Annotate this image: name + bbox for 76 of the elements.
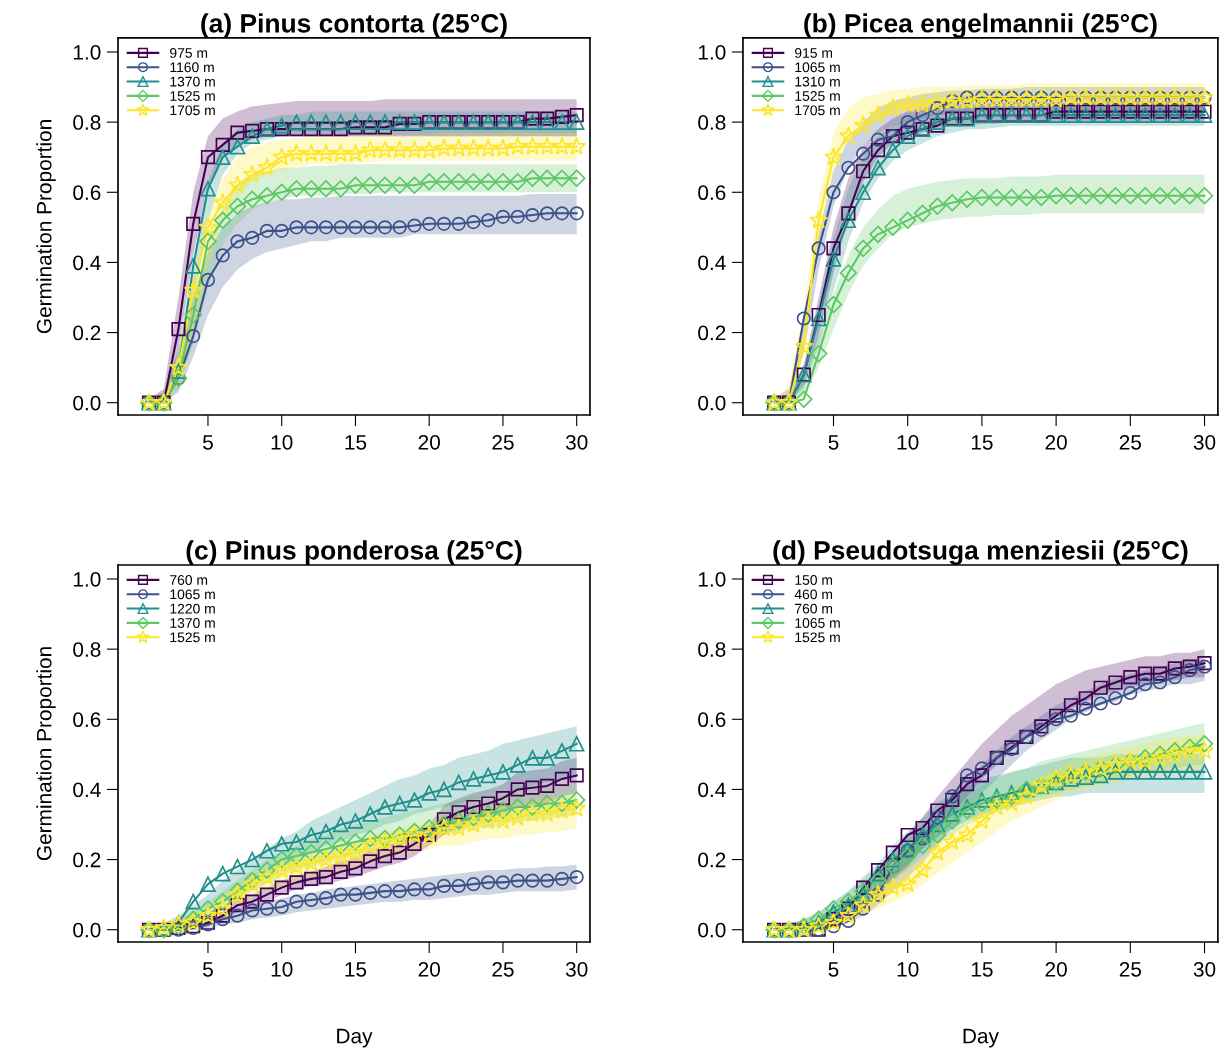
y-tick-label: 0.2 [698, 852, 726, 868]
y-tick-label: 0.8 [698, 115, 726, 130]
y-axis-title: Germination Proportion [36, 120, 56, 334]
y-tick-label: 0.2 [73, 325, 101, 341]
legend-label: 1705 m [170, 105, 215, 116]
legend-label: 1370 m [170, 76, 215, 87]
x-axis-title: Day [337, 1028, 373, 1048]
chart-title: (a) Pinus contorta (25°C) [201, 13, 507, 38]
legend-label: 1065 m [170, 589, 215, 600]
y-tick-label: 0.0 [73, 922, 101, 938]
x-tick-label: 10 [897, 434, 919, 450]
x-tick-label: 20 [418, 961, 440, 977]
legend-label: 460 m [794, 589, 833, 600]
legend-label: 975 m [170, 48, 208, 58]
y-tick-label: 0.8 [73, 115, 101, 130]
y-tick-label: 1.0 [73, 44, 101, 60]
x-tick-label: 20 [1045, 434, 1067, 450]
x-tick-label: 10 [897, 961, 919, 977]
x-tick-label: 20 [1045, 961, 1067, 977]
legend-label: 1160 m [170, 62, 214, 73]
legend-label: 1220 m [170, 603, 215, 614]
x-tick-label: 10 [271, 434, 293, 450]
y-tick-label: 0.4 [698, 255, 726, 271]
legend-label: 1370 m [170, 618, 215, 628]
y-tick-label: 1.0 [698, 572, 726, 587]
legend-label: 150 m [795, 575, 833, 585]
legend-label: 915 m [795, 48, 833, 58]
legend-label: 1310 m [795, 76, 840, 87]
chart-title: (d) Pseudotsuga menziesii (25°C) [773, 540, 1188, 565]
y-tick-label: 0.2 [698, 325, 726, 341]
x-tick-label: 5 [203, 435, 213, 450]
x-tick-label: 15 [345, 962, 367, 977]
y-tick-label: 1.0 [73, 572, 101, 587]
legend-label: 1525 m [170, 632, 215, 643]
y-tick-label: 0.4 [73, 255, 101, 271]
y-tick-label: 0.4 [698, 782, 726, 798]
x-tick-label: 15 [971, 962, 993, 977]
x-tick-label: 25 [492, 434, 514, 450]
legend-label: 760 m [795, 603, 833, 614]
legend-label: 1705 m [795, 105, 840, 116]
x-tick-label: 20 [418, 434, 440, 450]
legend-label: 1525 m [170, 91, 215, 101]
chart-title: (b) Picea engelmannii (25°C) [804, 13, 1157, 38]
y-tick-label: 1.0 [698, 44, 726, 60]
y-tick-label: 0.6 [698, 712, 726, 728]
y-tick-label: 0.0 [698, 922, 726, 938]
y-axis-title: Germination Proportion [36, 647, 56, 861]
y-tick-label: 0.6 [73, 712, 101, 728]
x-tick-label: 30 [1193, 434, 1216, 450]
x-tick-label: 30 [565, 961, 588, 977]
y-tick-label: 0.0 [73, 395, 101, 411]
x-tick-label: 30 [565, 434, 588, 450]
x-axis-title: Day [963, 1028, 999, 1048]
y-tick-label: 0.0 [698, 395, 726, 411]
x-tick-label: 5 [828, 435, 839, 450]
legend-label: 760 m [170, 575, 208, 585]
y-tick-label: 0.8 [73, 642, 101, 657]
x-tick-label: 15 [971, 435, 993, 450]
legend-label: 1525 m [795, 91, 840, 101]
chart-title: (c) Pinus ponderosa (25°C) [186, 540, 522, 565]
y-tick-label: 0.6 [698, 185, 726, 201]
x-tick-label: 5 [203, 962, 213, 977]
x-tick-label: 30 [1193, 961, 1216, 977]
x-tick-label: 25 [1119, 961, 1142, 977]
y-tick-label: 0.6 [73, 185, 101, 201]
y-tick-label: 0.4 [73, 782, 101, 798]
legend-label: 1525 m [795, 632, 840, 643]
y-tick-label: 0.2 [73, 852, 101, 868]
x-tick-label: 25 [1119, 434, 1142, 450]
x-tick-label: 25 [492, 961, 514, 977]
legend-label: 1065 m [795, 62, 840, 73]
x-tick-label: 15 [345, 435, 367, 450]
y-tick-label: 0.8 [698, 642, 726, 657]
legend-label: 1065 m [795, 618, 840, 628]
x-tick-label: 10 [271, 961, 293, 977]
x-tick-label: 5 [828, 962, 839, 977]
